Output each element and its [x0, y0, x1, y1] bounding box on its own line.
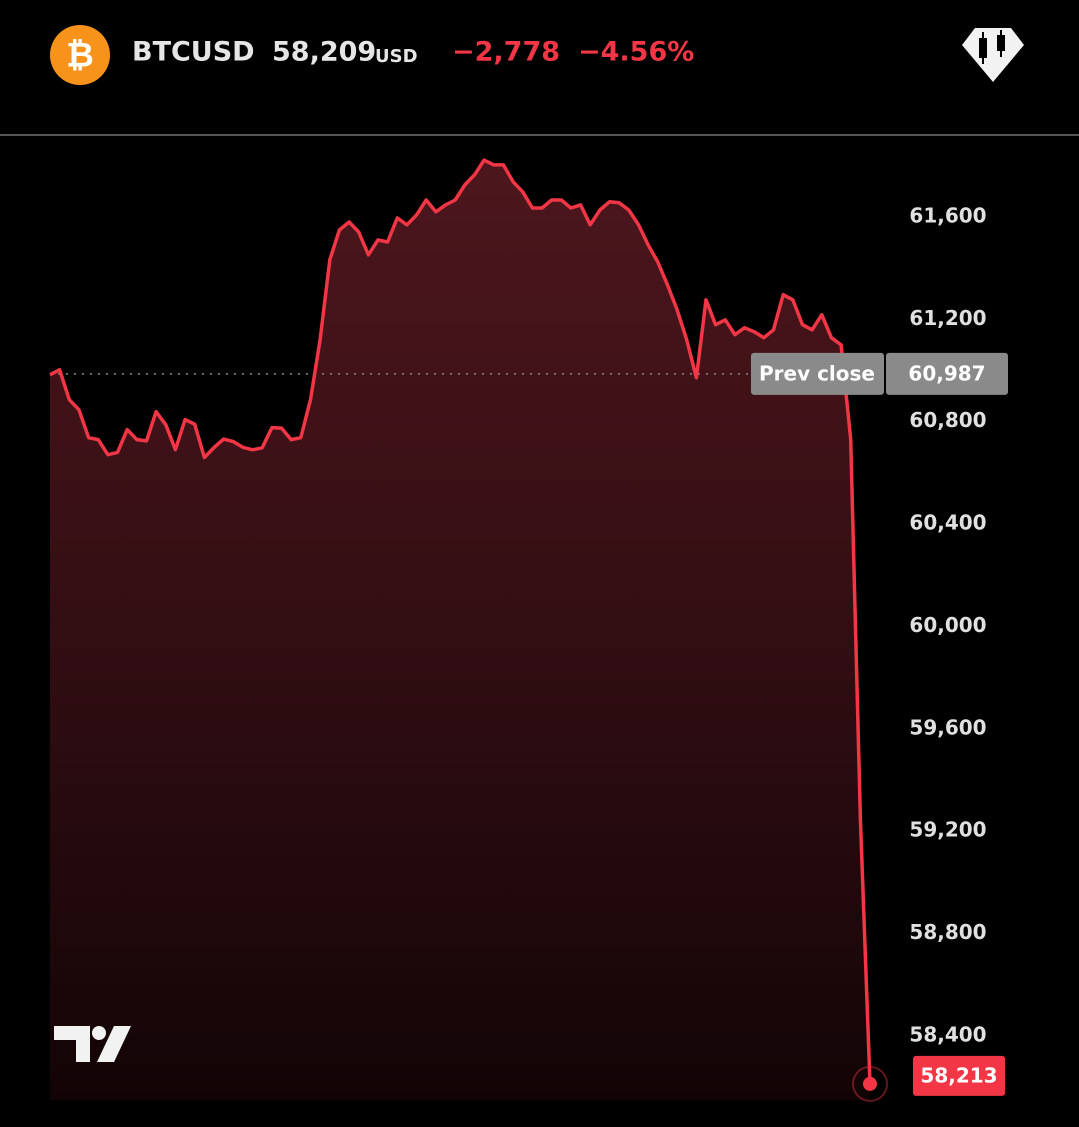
y-tick-label: 59,200 [909, 818, 986, 842]
symbol: BTCUSD [132, 37, 255, 68]
y-tick-label: 60,400 [909, 511, 986, 535]
y-tick-label: 59,600 [909, 715, 986, 739]
chart-type-button[interactable] [962, 28, 1024, 82]
y-tick-label: 58,400 [909, 1023, 986, 1047]
area [50, 160, 870, 1101]
change: −2,778 [452, 37, 560, 68]
prev-close-label: Prev close [759, 361, 875, 385]
prev-close-value-badge [886, 352, 1008, 395]
last-point-ring [852, 1065, 888, 1102]
change-percent: −4.56% [578, 37, 694, 68]
plot: 58,400 58,800 59,200 59,600 60,000 60,400 60,8… [49, 158, 1008, 1102]
y-tick-label: 61,600 [909, 203, 986, 227]
y-tick-label: 60,800 [909, 408, 986, 432]
y-tick-label: 61,200 [909, 306, 986, 330]
last-price-badge [913, 1055, 1005, 1096]
tradingview-logo [54, 1026, 131, 1062]
prev-close-badge [751, 352, 884, 395]
coin-glyph: ₿ [66, 36, 94, 76]
currency: USD [375, 46, 418, 67]
last-price-label: 58,213 [920, 1063, 997, 1087]
price: 58,209 [272, 37, 376, 68]
last-point [863, 1076, 877, 1091]
y-tick-label: 58,800 [909, 920, 986, 944]
coin-icon [50, 25, 110, 85]
price-line [49, 158, 872, 1084]
prev-close-value: 60,987 [908, 361, 985, 385]
header: ₿ BTCUSD 58,209 USD −2,778 −4.56% [0, 25, 1079, 136]
y-tick-label: 60,000 [909, 613, 986, 637]
